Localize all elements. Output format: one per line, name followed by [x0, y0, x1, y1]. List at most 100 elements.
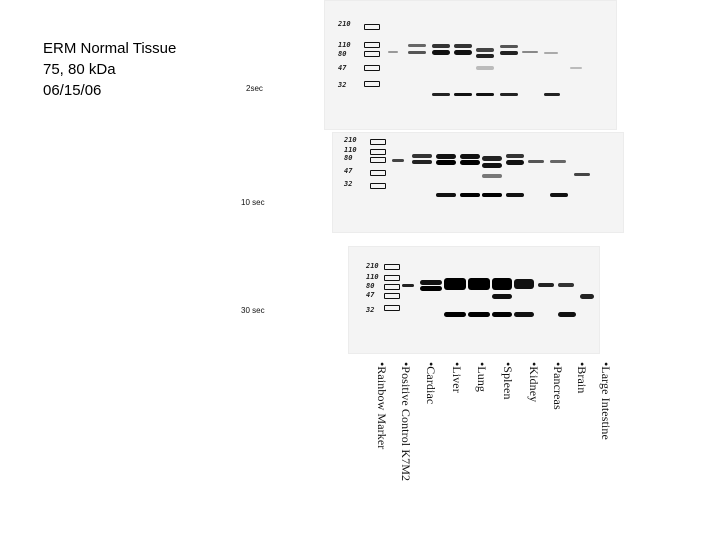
slide-title: ERM Normal Tissue 75, 80 kDa 06/15/06 — [43, 38, 176, 101]
band — [460, 160, 480, 165]
band — [476, 66, 494, 70]
band — [482, 163, 502, 168]
band — [412, 160, 432, 164]
band — [514, 279, 534, 289]
band — [538, 283, 554, 287]
marker-band — [370, 170, 386, 176]
blot-2sec: 210 110 80 47 32 — [324, 0, 617, 130]
band — [468, 278, 490, 290]
band — [492, 278, 512, 290]
band — [460, 154, 480, 159]
band — [514, 312, 534, 317]
band — [436, 193, 456, 197]
marker-band — [384, 305, 400, 311]
band — [500, 93, 518, 96]
band — [468, 312, 490, 317]
band — [408, 44, 426, 47]
band — [506, 193, 524, 197]
band — [482, 193, 502, 197]
marker-band — [370, 149, 386, 155]
band — [482, 174, 502, 178]
band — [550, 160, 566, 163]
marker-label-32: 32 — [344, 180, 353, 188]
exposure-label-10sec: 10 sec — [241, 198, 265, 207]
marker-band — [384, 264, 400, 270]
band — [580, 294, 594, 299]
band — [412, 154, 432, 158]
band — [476, 48, 494, 52]
band — [476, 93, 494, 96]
band — [544, 93, 560, 96]
marker-label-32: 32 — [366, 306, 375, 314]
marker-label-210: 210 — [344, 136, 357, 144]
marker-label-110: 110 — [366, 273, 379, 281]
lane-label-cardiac: •Cardiac — [424, 362, 438, 405]
marker-band — [364, 24, 380, 30]
exposure-label-30sec: 30 sec — [241, 306, 265, 315]
marker-label-47: 47 — [344, 167, 353, 175]
marker-band — [370, 183, 386, 189]
lane-label-spleen: •Spleen — [501, 362, 515, 400]
marker-band — [384, 293, 400, 299]
band — [454, 50, 472, 55]
lane-label-pancreas: •Pancreas — [551, 362, 565, 410]
blot-30sec: 210 110 80 47 32 — [348, 246, 600, 354]
band — [558, 312, 576, 317]
band — [436, 154, 456, 159]
band — [522, 51, 538, 53]
band — [454, 44, 472, 48]
marker-band — [364, 65, 380, 71]
lane-label-rainbow-marker: •Rainbow Marker — [375, 362, 389, 450]
band — [408, 51, 426, 54]
band — [392, 159, 404, 162]
marker-band — [364, 42, 380, 48]
marker-label-210: 210 — [338, 20, 351, 28]
title-line-1: ERM Normal Tissue — [43, 40, 177, 57]
band — [444, 312, 466, 317]
marker-label-110: 110 — [338, 41, 351, 49]
band — [492, 294, 512, 299]
band — [500, 45, 518, 48]
marker-label-80: 80 — [344, 154, 353, 162]
lane-label-kidney: •Kidney — [527, 362, 541, 403]
band — [476, 54, 494, 58]
band — [492, 312, 512, 317]
marker-label-110: 110 — [344, 146, 357, 154]
lane-label-positive-control: •Positive Control K7M2 — [399, 362, 413, 482]
blot-10sec: 210 110 80 47 32 — [332, 132, 624, 233]
marker-label-80: 80 — [366, 282, 375, 290]
marker-band — [364, 81, 380, 87]
band — [482, 156, 502, 161]
band — [402, 284, 414, 287]
marker-label-80: 80 — [338, 50, 347, 58]
band — [432, 44, 450, 48]
marker-band — [370, 139, 386, 145]
band — [500, 51, 518, 55]
marker-label-47: 47 — [366, 291, 375, 299]
marker-label-47: 47 — [338, 64, 347, 72]
marker-label-210: 210 — [366, 262, 379, 270]
band — [388, 51, 398, 53]
band — [506, 160, 524, 165]
lane-label-liver: •Liver — [450, 362, 464, 393]
band — [544, 52, 558, 54]
band — [574, 173, 590, 176]
band — [432, 50, 450, 55]
band — [528, 160, 544, 163]
marker-label-32: 32 — [338, 81, 347, 89]
lane-label-brain: •Brain — [575, 362, 589, 394]
band — [570, 67, 582, 69]
exposure-label-2sec: 2sec — [246, 84, 263, 93]
band — [558, 283, 574, 287]
band — [454, 93, 472, 96]
marker-band — [384, 284, 400, 290]
band — [506, 154, 524, 158]
band — [436, 160, 456, 165]
band — [420, 280, 442, 285]
band — [420, 286, 442, 291]
lane-label-lung: •Lung — [475, 362, 489, 393]
lane-label-large-intestine: •Large Intestine — [599, 362, 613, 440]
marker-band — [364, 51, 380, 57]
marker-band — [384, 275, 400, 281]
marker-band — [370, 157, 386, 163]
